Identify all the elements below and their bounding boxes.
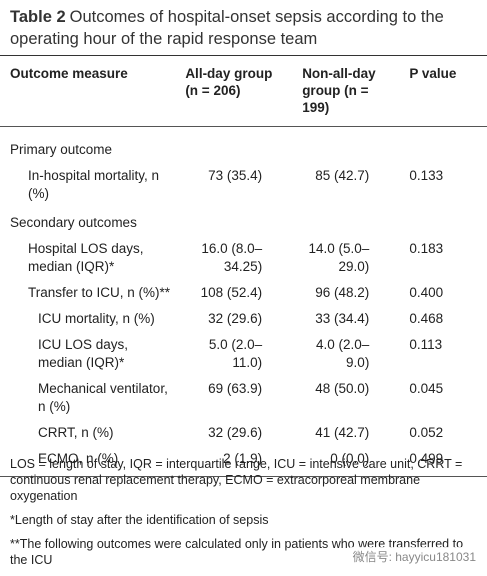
cell: 32 (29.6)	[208, 311, 263, 326]
column-header: Non-all-day group (n = 199)	[292, 55, 400, 127]
cell: 69 (63.9)	[208, 381, 263, 396]
row-label: In-hospital mortality, n (%)	[28, 168, 160, 201]
cell: 14.0 (5.0–29.0)	[308, 241, 370, 274]
cell: 4.0 (2.0–9.0)	[316, 337, 370, 370]
cell: 41 (42.7)	[315, 425, 370, 440]
table-label: Table 2	[10, 8, 66, 26]
column-header: Outcome measure	[0, 55, 176, 127]
data-row: ICU LOS days, median (IQR)* 5.0 (2.0–11.0…	[0, 333, 487, 377]
cell: 0.400	[409, 285, 444, 300]
cell: 5.0 (2.0–11.0)	[208, 337, 263, 370]
cell: 48 (50.0)	[315, 381, 370, 396]
header-row: Outcome measure All-day group (n = 206) No…	[0, 55, 487, 127]
footnote: *Length of stay after the identification…	[10, 513, 269, 527]
column-header: P value	[399, 55, 487, 127]
data-row: Mechanical ventilator, n (%) 69 (63.9) 48 …	[0, 377, 487, 421]
data-row: CRRT, n (%) 32 (29.6) 41 (42.7) 0.052	[0, 421, 487, 447]
cell: 96 (48.2)	[315, 285, 370, 300]
row-label: CRRT, n (%)	[38, 425, 114, 440]
cell: 0.052	[409, 425, 444, 440]
cell: 0.499	[399, 447, 487, 477]
cell: 0.468	[409, 311, 444, 326]
cell: 16.0 (8.0–34.25)	[201, 241, 263, 274]
data-row: ICU mortality, n (%) 32 (29.6) 33 (34.4) 0.…	[0, 307, 487, 333]
cell: 33 (34.4)	[315, 311, 370, 326]
section-row: Primary outcome	[0, 127, 487, 165]
cell: 73 (35.4)	[208, 168, 263, 183]
footnotes: LOS = length of stay, IQR = interquartil…	[10, 456, 480, 576]
cell: 32 (29.6)	[208, 425, 263, 440]
row-label: Transfer to ICU, n (%)**	[28, 285, 171, 300]
cell: 0.133	[409, 168, 444, 183]
table-caption: Table 2 Outcomes of hospital-onset sepsis…	[10, 6, 480, 50]
row-label: Hospital LOS days, median (IQR)*	[28, 241, 144, 274]
section-row: Secondary outcomes	[0, 208, 487, 237]
section-title: Secondary outcomes	[10, 215, 137, 230]
cell: 0.045	[409, 381, 444, 396]
row-label: ICU LOS days, median (IQR)*	[38, 337, 129, 370]
row-label: Mechanical ventilator, n (%)	[38, 381, 168, 414]
table: Outcome measure All-day group (n = 206) No…	[0, 55, 487, 477]
watermark: 微信号: hayyicu181031	[349, 547, 479, 566]
cell: 108 (52.4)	[200, 285, 263, 300]
data-row: Transfer to ICU, n (%)** 108 (52.4) 96 (48…	[0, 281, 487, 307]
data-row: In-hospital mortality, n (%) 73 (35.4) 85 …	[0, 164, 487, 208]
cell: 0 (0.0)	[292, 447, 400, 477]
row-label: ECMO, n (%)	[0, 447, 176, 477]
cell: 85 (42.7)	[315, 168, 370, 183]
data-row: Hospital LOS days, median (IQR)* 16.0 (8.…	[0, 237, 487, 281]
footnote: LOS = length of stay, IQR = interquartil…	[10, 457, 463, 503]
section-title: Primary outcome	[10, 142, 113, 157]
cell: 0.183	[409, 241, 444, 256]
data-row: ECMO, n (%) 2 (1.9) 0 (0.0) 0.499	[0, 447, 487, 477]
column-header: All-day group (n = 206)	[175, 55, 293, 127]
row-label: ICU mortality, n (%)	[38, 311, 155, 326]
cell: 2 (1.9)	[175, 447, 293, 477]
table-title: Outcomes of hospital-onset sepsis accord…	[10, 8, 444, 48]
cell: 0.113	[409, 337, 443, 352]
